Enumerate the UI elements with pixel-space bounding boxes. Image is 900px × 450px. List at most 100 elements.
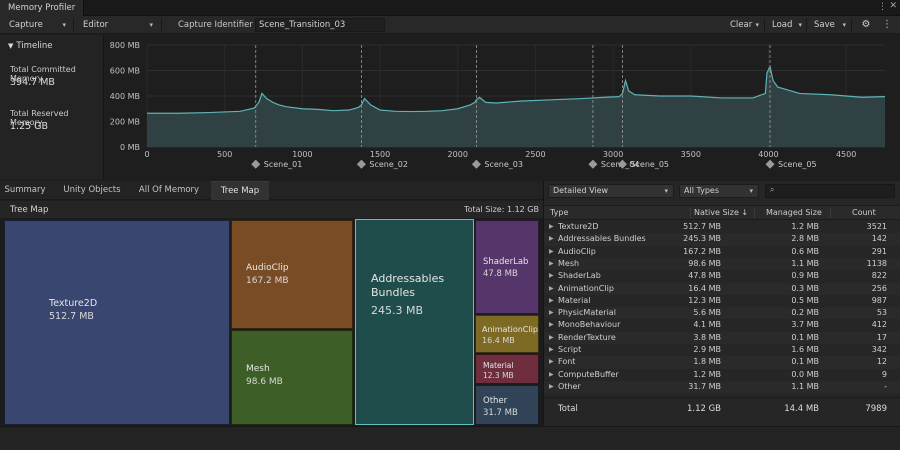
tab-all-of-memory[interactable]: All Of Memory [138,185,200,195]
table-row[interactable]: ▶ Mesh 98.6 MB 1.1 MB 1138 [544,257,900,271]
column-native-size[interactable]: Native Size ↓ [694,208,748,217]
table-row[interactable]: ▶ PhysicMaterial 5.6 MB 0.2 MB 53 [544,307,900,320]
capture-identifier-input[interactable] [255,18,385,32]
reserved-memory-label: Total Reserved Memory [10,109,69,127]
capture-dropdown[interactable]: Capture ▾ [0,17,72,33]
load-dropdown[interactable]: Load ▾ [765,17,805,33]
column-type[interactable]: Type [550,208,569,217]
window-title-tab[interactable]: Memory Profiler [0,0,85,16]
expand-arrow-icon[interactable]: ▶ [549,382,554,390]
expand-arrow-icon[interactable]: ▶ [549,247,554,255]
treemap-cell-material[interactable]: Material 12.3 MB [475,354,539,384]
column-count[interactable]: Count [852,208,876,217]
expand-arrow-icon[interactable]: ▶ [549,321,554,329]
expand-arrow-icon[interactable]: ▶ [549,235,554,243]
scene-marker-icon[interactable] [765,159,775,169]
gear-icon[interactable]: ⚙ [861,19,871,30]
table-row[interactable]: ▶ ComputeBuffer 1.2 MB 0.0 MB 9 [544,369,900,381]
expand-arrow-icon[interactable]: ▶ [549,272,554,280]
sort-descending-icon: ↓ [741,208,749,217]
search-icon: ⌕ [770,185,775,194]
x-tick-label: 2500 [525,150,545,159]
status-bar [0,426,900,450]
treemap-cell-name: Other [483,396,508,406]
memory-timeline-chart[interactable]: 800 MB 600 MB 400 MB 200 MB 0 MB 0 500 1000 1500… [104,35,900,179]
chevron-down-icon: ▾ [842,21,846,29]
expand-arrow-icon[interactable]: ▶ [549,346,554,353]
column-managed-size[interactable]: Managed Size [766,208,822,217]
scene-marker-icon[interactable] [471,159,481,169]
expand-arrow-icon[interactable]: ▶ [549,358,554,366]
more-options-icon[interactable]: ⋮ [882,19,892,30]
expand-arrow-icon[interactable]: ▶ [549,223,554,230]
expand-arrow-icon[interactable]: ▶ [549,370,554,378]
table-row[interactable]: ▶ Addressables Bundles 245.3 MB 2.8 MB 142 [544,233,900,246]
treemap-cell-animationclip[interactable]: AnimationClip 16.4 MB [475,315,539,353]
column-divider[interactable] [754,208,755,218]
expand-arrow-icon[interactable]: ▶ [549,284,554,292]
treemap-header: Tree Map Total Size: 1.12 GB [0,201,543,218]
timeline-header-label: Timeline [16,41,53,51]
row-type: AnimationClip [558,283,614,293]
treemap-cell-size: 512.7 MB [49,311,94,322]
row-count: 142 [871,234,887,244]
type-filter-dropdown[interactable]: All Types ▾ [679,184,759,198]
close-icon[interactable]: ✕ [889,1,897,11]
treemap-cell-audioclip[interactable]: AudioClip 167.2 MB [231,220,353,329]
expand-arrow-icon[interactable]: ▶ [549,309,554,317]
tab-tree-map[interactable]: Tree Map [211,181,269,200]
treemap-cell-texture2d[interactable]: Texture2D 512.7 MB [4,220,230,425]
expand-arrow-icon[interactable]: ▶ [549,333,554,341]
table-row[interactable]: ▶ Other 31.7 MB 1.1 MB - [544,380,900,394]
row-type: Texture2D [558,222,599,231]
table-row[interactable]: ▶ ShaderLab 47.8 MB 0.9 MB 822 [544,270,900,282]
row-type: Addressables Bundles [558,234,646,244]
table-row[interactable]: ▶ Font 1.8 MB 0.1 MB 12 [544,356,900,369]
row-native-size: 1.8 MB [693,357,721,367]
treemap-cell-size: 12.3 MB [483,371,514,380]
save-dropdown[interactable]: Save ▾ [807,17,849,33]
row-count: 342 [871,345,887,354]
table-row[interactable]: ▶ RenderTexture 3.8 MB 0.1 MB 17 [544,331,900,344]
table-row[interactable]: ▶ Material 12.3 MB 0.5 MB 987 [544,295,900,307]
expand-arrow-icon[interactable]: ▶ [549,296,554,304]
editor-dropdown[interactable]: Editor ▾ [75,17,159,33]
row-type: ComputeBuffer [558,369,619,379]
view-mode-dropdown[interactable]: Detailed View ▾ [548,184,674,198]
treemap-cell-name: ShaderLab [483,257,529,267]
treemap-cell-addressables-bundles[interactable]: Addressables Bundles 245.3 MB [355,219,474,425]
table-row[interactable]: ▶ Texture2D 512.7 MB 1.2 MB 3521 [544,221,900,233]
row-native-size: 512.7 MB [683,222,721,231]
treemap-cell-shaderlab[interactable]: ShaderLab 47.8 MB [475,220,539,314]
treemap-cell-size: 245.3 MB [371,304,424,317]
tab-unity-objects[interactable]: Unity Objects [63,185,121,195]
view-mode-label: Detailed View [553,186,609,195]
row-native-size: 3.8 MB [693,332,721,342]
table-header: Type Native Size ↓ Managed Size Count [544,205,900,220]
committed-memory-label: Total Committed Memory [10,65,76,83]
table-row[interactable]: ▶ AudioClip 167.2 MB 0.6 MB 291 [544,246,900,258]
row-type: Material [558,295,591,305]
expand-arrow-icon[interactable]: ▶ [549,259,554,267]
scene-marker-icon[interactable] [588,159,598,169]
column-divider[interactable] [690,208,691,218]
treemap-cell-other[interactable]: Other 31.7 MB [475,385,539,425]
search-input[interactable]: ⌕ [765,184,895,198]
column-divider[interactable] [830,208,831,218]
clear-dropdown[interactable]: Clear ▾ [722,17,762,33]
row-type: Other [558,381,581,391]
table-row[interactable]: ▶ MonoBehaviour 4.1 MB 3.7 MB 412 [544,319,900,331]
chevron-down-icon: ▾ [62,21,66,29]
y-tick-label: 0 MB [120,143,140,152]
treemap-cell-mesh[interactable]: Mesh 98.6 MB [231,330,353,425]
x-tick-label: 3000 [603,150,623,159]
tab-summary[interactable]: Summary [4,185,46,195]
table-row[interactable]: ▶ Script 2.9 MB 1.6 MB 342 [544,344,900,356]
table-row[interactable]: ▶ AnimationClip 16.4 MB 0.3 MB 256 [544,282,900,295]
row-native-size: 4.1 MB [693,320,721,330]
window-menu-icon[interactable]: ⋮ [878,2,887,12]
treemap-title: Tree Map [10,205,49,215]
scene-marker-icon[interactable] [251,159,261,169]
timeline-header[interactable]: ▼ Timeline [8,41,53,51]
row-native-size: 16.4 MB [688,283,721,293]
